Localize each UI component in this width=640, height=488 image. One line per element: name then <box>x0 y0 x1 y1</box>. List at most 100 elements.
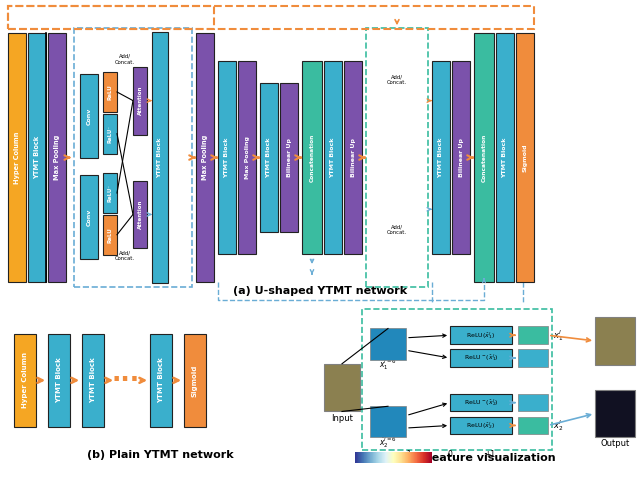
Text: YTMT Block: YTMT Block <box>225 137 230 178</box>
Text: Add/
Concat.: Add/ Concat. <box>115 54 135 64</box>
Bar <box>82 334 104 427</box>
Text: YTMT Block: YTMT Block <box>157 137 163 178</box>
Text: Max Pooling: Max Pooling <box>244 136 250 179</box>
Bar <box>518 326 548 344</box>
Bar <box>103 215 117 255</box>
Bar <box>133 67 147 135</box>
Bar <box>474 33 494 282</box>
Bar <box>432 61 450 254</box>
Text: $\hat{x}_1^{l=6}$: $\hat{x}_1^{l=6}$ <box>379 357 397 372</box>
Text: Add/
Concat.: Add/ Concat. <box>387 75 407 85</box>
Bar <box>344 61 362 254</box>
Bar <box>8 33 26 282</box>
Bar <box>218 61 236 254</box>
Text: +1: +1 <box>484 450 495 460</box>
Text: YTMT Block: YTMT Block <box>502 137 508 178</box>
Text: Add/
Concat.: Add/ Concat. <box>115 250 135 261</box>
Text: Sigmoid: Sigmoid <box>192 364 198 397</box>
Text: YTMT Block: YTMT Block <box>90 357 96 403</box>
Text: ReLU⁻: ReLU⁻ <box>108 184 113 202</box>
Text: (b) Plain YTMT network: (b) Plain YTMT network <box>86 450 234 460</box>
Bar <box>48 334 70 427</box>
Bar <box>595 317 635 365</box>
Bar <box>260 83 278 232</box>
Text: Bilinear Up: Bilinear Up <box>287 138 291 177</box>
Text: Add/
Concat.: Add/ Concat. <box>387 224 407 235</box>
Text: Bilinear Up: Bilinear Up <box>458 138 463 177</box>
Text: (a) U-shaped YTMT network: (a) U-shaped YTMT network <box>233 286 407 296</box>
Text: Bilinear Up: Bilinear Up <box>351 138 355 177</box>
Text: YTMT Block: YTMT Block <box>56 357 62 403</box>
Bar <box>518 417 548 434</box>
Text: YTMT Block: YTMT Block <box>330 137 335 178</box>
Bar <box>48 33 66 282</box>
Bar <box>450 417 512 434</box>
Text: YTMT Block: YTMT Block <box>266 137 271 178</box>
Bar <box>324 61 342 254</box>
Bar <box>452 61 470 254</box>
Bar <box>14 334 36 427</box>
Bar <box>80 74 98 158</box>
Bar <box>516 33 534 282</box>
Bar <box>518 394 548 411</box>
Bar <box>496 33 514 282</box>
Text: Max Pooling: Max Pooling <box>54 135 60 180</box>
Text: 0: 0 <box>447 450 452 460</box>
Text: Input: Input <box>331 414 353 423</box>
Text: ReLU: ReLU <box>108 84 113 100</box>
Bar <box>28 33 46 282</box>
Bar <box>103 72 117 112</box>
Bar <box>150 334 172 427</box>
Bar <box>595 389 635 437</box>
Text: Attention: Attention <box>138 86 143 115</box>
Text: Concatenation: Concatenation <box>358 139 362 177</box>
Text: YTMT Block: YTMT Block <box>34 136 40 179</box>
Text: Conv: Conv <box>86 107 92 124</box>
Text: Hyper Column: Hyper Column <box>22 352 28 408</box>
Bar <box>302 61 322 254</box>
Bar <box>324 364 360 411</box>
Bar <box>196 33 214 282</box>
Bar <box>152 32 168 283</box>
Text: YTMT Block: YTMT Block <box>158 357 164 403</box>
Bar <box>370 328 406 360</box>
Text: Sigmoid: Sigmoid <box>522 143 527 172</box>
Bar <box>518 349 548 367</box>
Text: -1: -1 <box>404 450 412 460</box>
Bar <box>80 175 98 259</box>
Bar <box>450 394 512 411</box>
Text: ReLU: ReLU <box>108 227 113 243</box>
Text: $x_2^l$: $x_2^l$ <box>553 418 563 433</box>
Text: Output: Output <box>600 439 630 448</box>
Text: Attention: Attention <box>138 200 143 229</box>
Text: $x_1^l$: $x_1^l$ <box>553 328 563 343</box>
Bar <box>133 181 147 248</box>
Bar <box>450 349 512 367</box>
Text: ReLU⁻: ReLU⁻ <box>108 125 113 142</box>
Text: Concatenation: Concatenation <box>310 133 314 182</box>
Bar <box>362 309 552 450</box>
Bar <box>103 173 117 213</box>
Bar <box>74 28 192 287</box>
Text: (c) Feature visualization: (c) Feature visualization <box>404 453 556 463</box>
Text: $\mathrm{ReLU}(\hat{x}_1^l)$: $\mathrm{ReLU}(\hat{x}_1^l)$ <box>467 330 495 341</box>
Bar <box>450 326 512 344</box>
Text: $\mathrm{ReLU}^-(\hat{x}_2^l)$: $\mathrm{ReLU}^-(\hat{x}_2^l)$ <box>463 397 499 408</box>
Bar <box>370 406 406 437</box>
Text: Concatenation: Concatenation <box>481 133 486 182</box>
Bar <box>184 334 206 427</box>
Text: $\mathrm{ReLU}^-(\hat{x}_1^l)$: $\mathrm{ReLU}^-(\hat{x}_1^l)$ <box>463 353 499 364</box>
Bar <box>8 6 534 29</box>
Bar <box>8 6 214 29</box>
Text: Hyper Column: Hyper Column <box>14 131 20 183</box>
Text: YTMT Block: YTMT Block <box>438 137 444 178</box>
Text: ···: ··· <box>112 368 140 392</box>
Text: Conv: Conv <box>86 208 92 225</box>
Bar <box>366 28 428 287</box>
Bar <box>280 83 298 232</box>
Text: $\hat{x}_2^{l=6}$: $\hat{x}_2^{l=6}$ <box>379 435 397 450</box>
Bar <box>238 61 256 254</box>
Bar <box>103 114 117 154</box>
Text: $\mathrm{ReLU}(\hat{x}_2^l)$: $\mathrm{ReLU}(\hat{x}_2^l)$ <box>467 420 495 431</box>
Text: Max Pooling: Max Pooling <box>202 135 208 180</box>
